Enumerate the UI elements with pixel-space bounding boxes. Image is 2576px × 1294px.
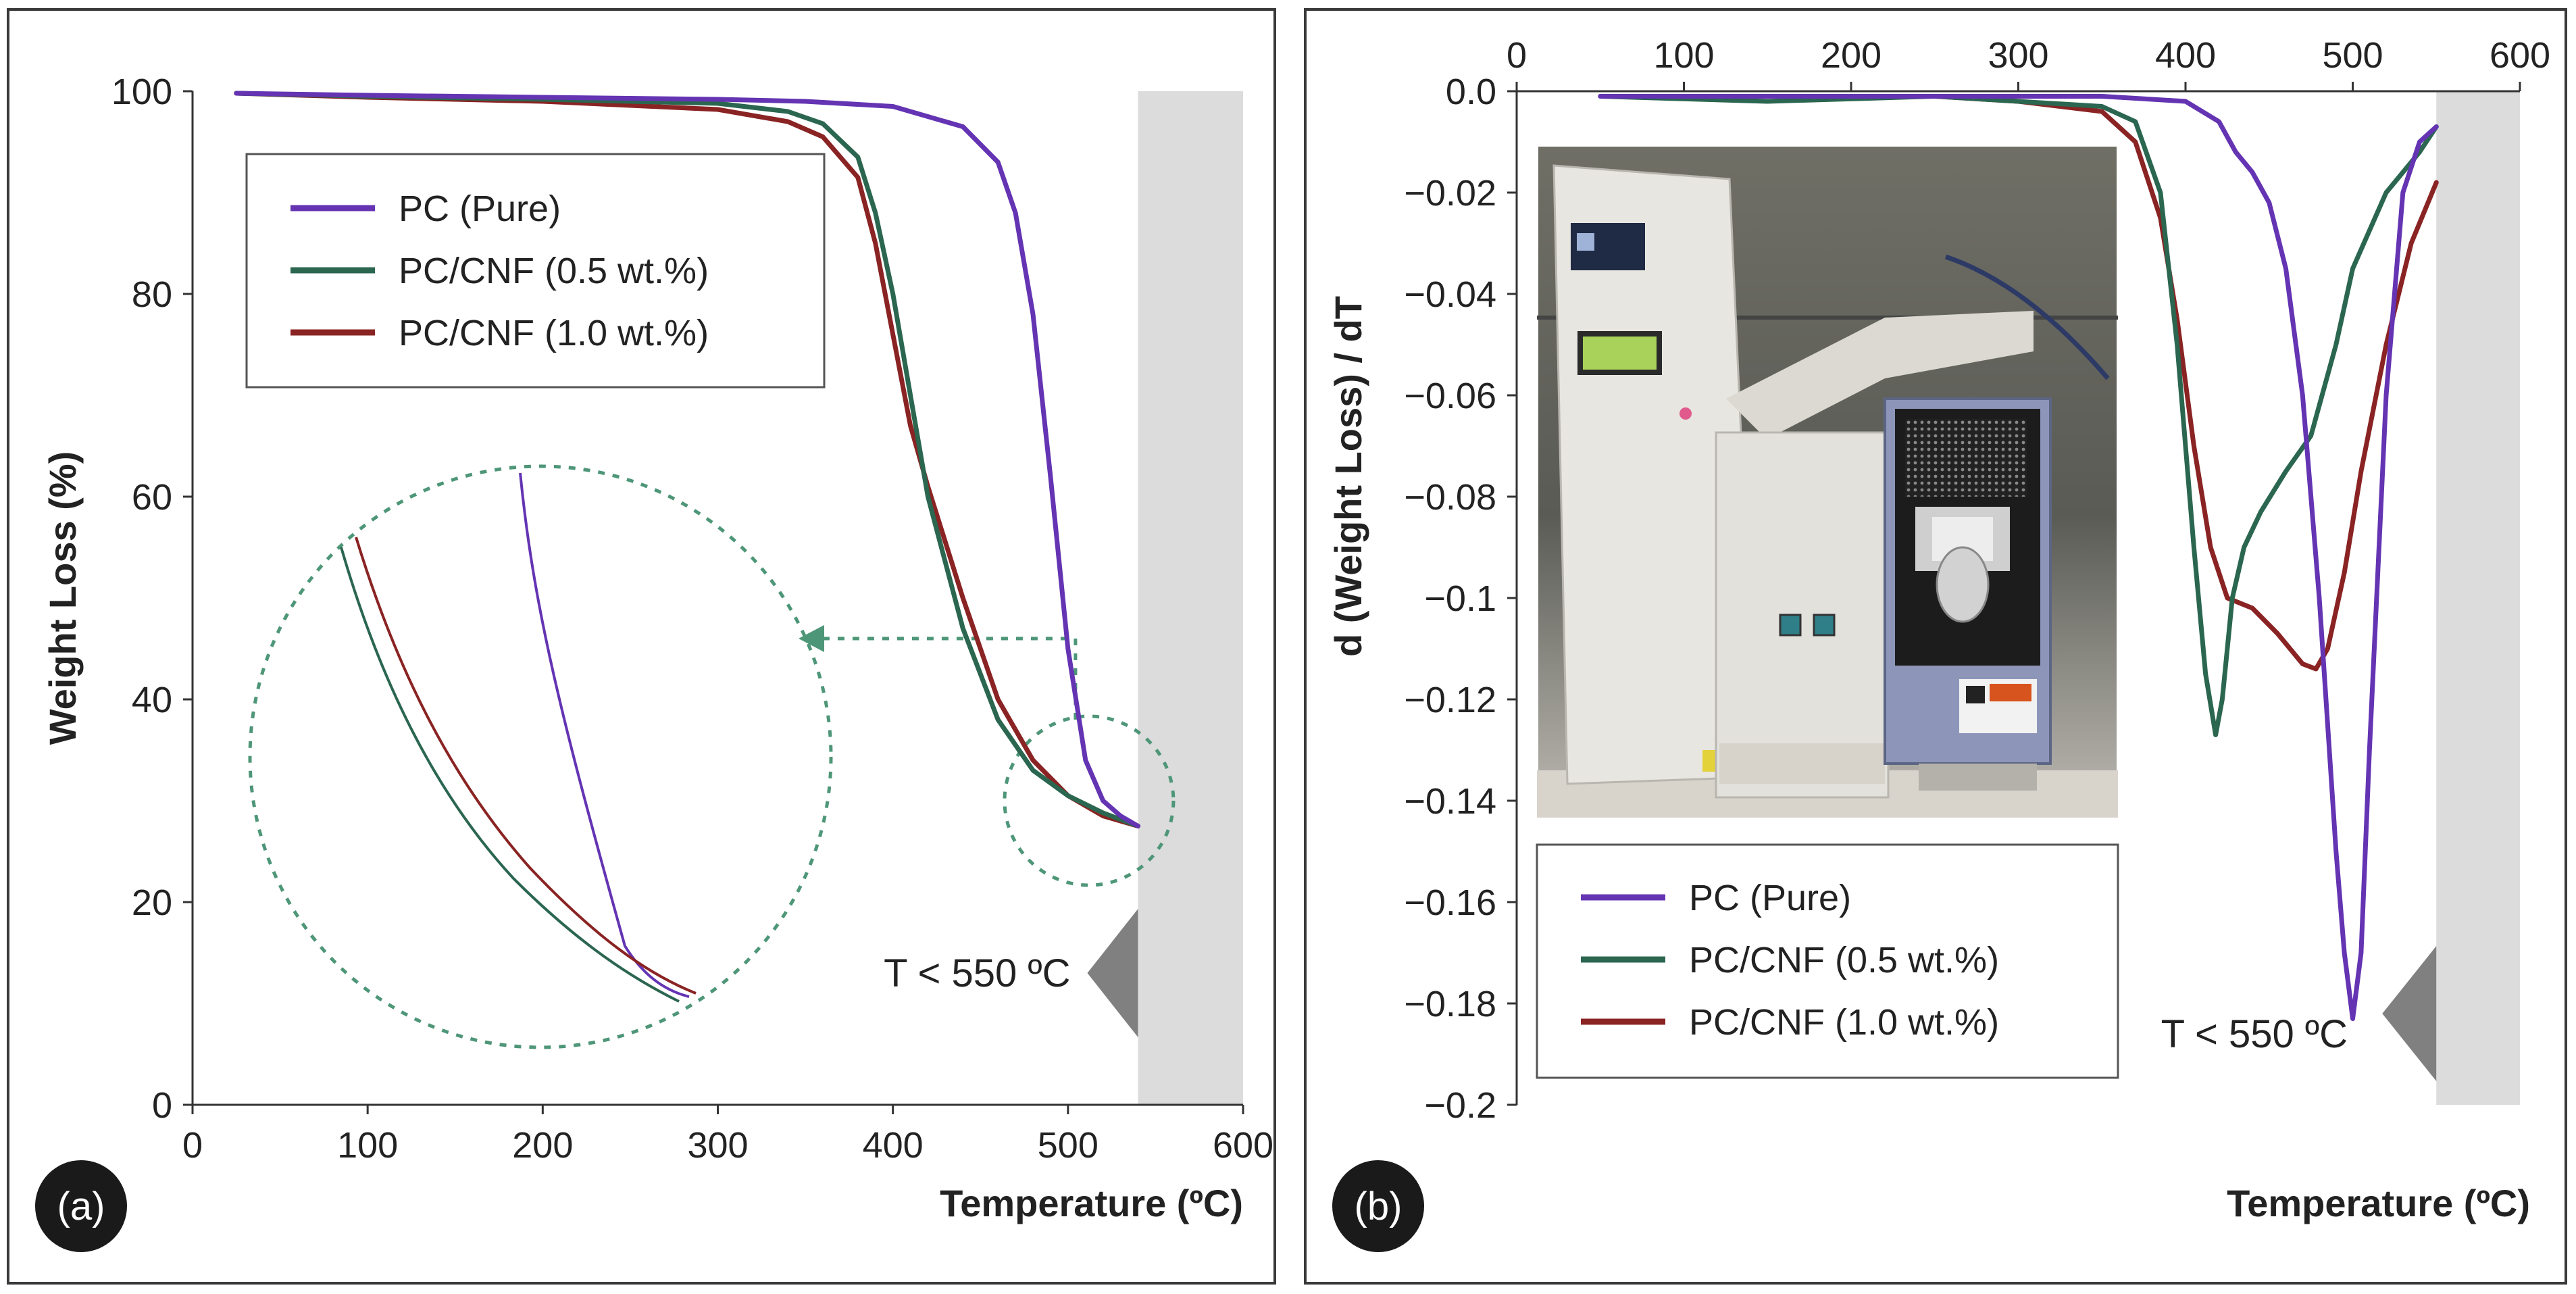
x-tick-label: 400 [863, 1125, 924, 1166]
panel-a-series [234, 91, 1140, 828]
y-tick-label: −0.16 [1404, 882, 1496, 923]
panel-label-badge [1332, 1160, 1424, 1252]
temperature-limit-marker [2382, 946, 2437, 1081]
y-tick-label: 100 [111, 72, 172, 112]
y-tick-label: −0.18 [1404, 984, 1496, 1024]
legend-label: PC/CNF (1.0 wt.%) [399, 313, 709, 353]
y-tick-label: −0.1 [1424, 578, 1496, 619]
series-line-pc_cnf_05 [234, 91, 1140, 828]
excluded-temperature-region [2436, 91, 2520, 1105]
zoom-inset-circle [248, 464, 833, 1049]
x-tick-label: 200 [512, 1125, 573, 1166]
y-axis-title: Weight Loss (%) [41, 451, 84, 745]
panel-label-text: (b) [1355, 1185, 1403, 1228]
x-axis-title: Temperature (ºC) [940, 1182, 1243, 1224]
y-tick-label: −0.02 [1404, 173, 1496, 214]
panel-b: 0 100 200 300 400 500 600 0.0 −0.02 −0.04 −0.06 −0.… [1304, 8, 2567, 1285]
y-tick-label: −0.06 [1404, 376, 1496, 416]
zoom-arrowhead [799, 625, 824, 652]
series-line-pc_pure [234, 91, 1140, 828]
instrument-photo [1536, 144, 2119, 819]
legend-label: PC/CNF (0.5 wt.%) [1689, 940, 1999, 980]
series-line-pc_cnf_10 [234, 91, 1140, 828]
x-tick-label: 600 [1213, 1125, 1273, 1166]
panel-b-legend: PC (Pure) PC/CNF (0.5 wt.%) PC/CNF (1.0 wt… [1536, 843, 2119, 1079]
series-line-pc_cnf_05 [1598, 94, 2439, 737]
panel-a-legend: PC (Pure) PC/CNF (0.5 wt.%) PC/CNF (1.0 wt… [245, 153, 826, 389]
y-tick-label: −0.12 [1404, 680, 1496, 720]
x-tick-label: 0 [1507, 35, 1527, 76]
series-line-pc_pure [1598, 94, 2439, 1021]
temperature-limit-label: T < 550 ºC [884, 951, 1070, 995]
panel-a-axes: 0 100 200 300 400 500 600 0 20 40 60 80 100 [111, 72, 1273, 1166]
panel-label-text: (a) [57, 1185, 105, 1228]
x-axis-title: Temperature (ºC) [2227, 1182, 2530, 1224]
y-tick-label: −0.08 [1404, 477, 1496, 518]
panel-b-axes: 0 100 200 300 400 500 600 0.0 −0.02 −0.04 −0.06 −0.… [1404, 35, 2550, 1126]
legend-label: PC/CNF (0.5 wt.%) [399, 251, 709, 291]
y-tick-label: −0.2 [1424, 1085, 1496, 1126]
zoom-inset [248, 464, 1176, 1049]
panel-a: 0 100 200 300 400 500 600 0 20 40 60 80 100 T < 550 … [7, 8, 1276, 1285]
panel-b-series [1598, 94, 2439, 1021]
zoom-line-pc-cnf-05 [340, 547, 680, 1003]
x-tick-label: 600 [2490, 35, 2550, 76]
zoom-line-pc-cnf-10 [355, 537, 697, 995]
x-tick-label: 0 [182, 1125, 203, 1166]
legend-label: PC/CNF (1.0 wt.%) [1689, 1002, 1999, 1043]
legend-label: PC (Pure) [1689, 878, 1851, 918]
y-tick-label: 0 [152, 1085, 172, 1126]
temperature-limit-marker [1087, 909, 1138, 1037]
zoom-line-pc-pure [519, 472, 690, 998]
y-tick-label: 60 [132, 477, 172, 518]
y-tick-label: 80 [132, 274, 172, 315]
x-tick-label: 100 [1653, 35, 1714, 76]
temperature-limit-label: T < 550 ºC [2161, 1012, 2348, 1056]
y-tick-label: 20 [132, 882, 172, 923]
x-tick-label: 400 [2155, 35, 2216, 76]
x-tick-label: 500 [2322, 35, 2383, 76]
panel-label-badge [35, 1160, 127, 1252]
panel-label-a: (a) [35, 1160, 127, 1252]
y-tick-label: −0.04 [1404, 274, 1496, 315]
excluded-temperature-region [1138, 91, 1243, 1105]
y-axis-title: d (Weight Loss) / dT [1327, 296, 1369, 657]
zoom-connector [804, 637, 1078, 720]
y-tick-label: −0.14 [1404, 781, 1496, 822]
x-tick-label: 300 [687, 1125, 748, 1166]
x-tick-label: 500 [1038, 1125, 1098, 1166]
y-tick-label: 40 [132, 680, 172, 720]
x-tick-label: 200 [1821, 35, 1882, 76]
zoom-region-circle [1003, 714, 1176, 887]
x-tick-label: 100 [337, 1125, 398, 1166]
legend-label: PC (Pure) [399, 189, 561, 229]
panel-label-b: (b) [1332, 1160, 1424, 1252]
y-tick-label: 0.0 [1446, 72, 1496, 112]
x-tick-label: 300 [1988, 35, 2048, 76]
